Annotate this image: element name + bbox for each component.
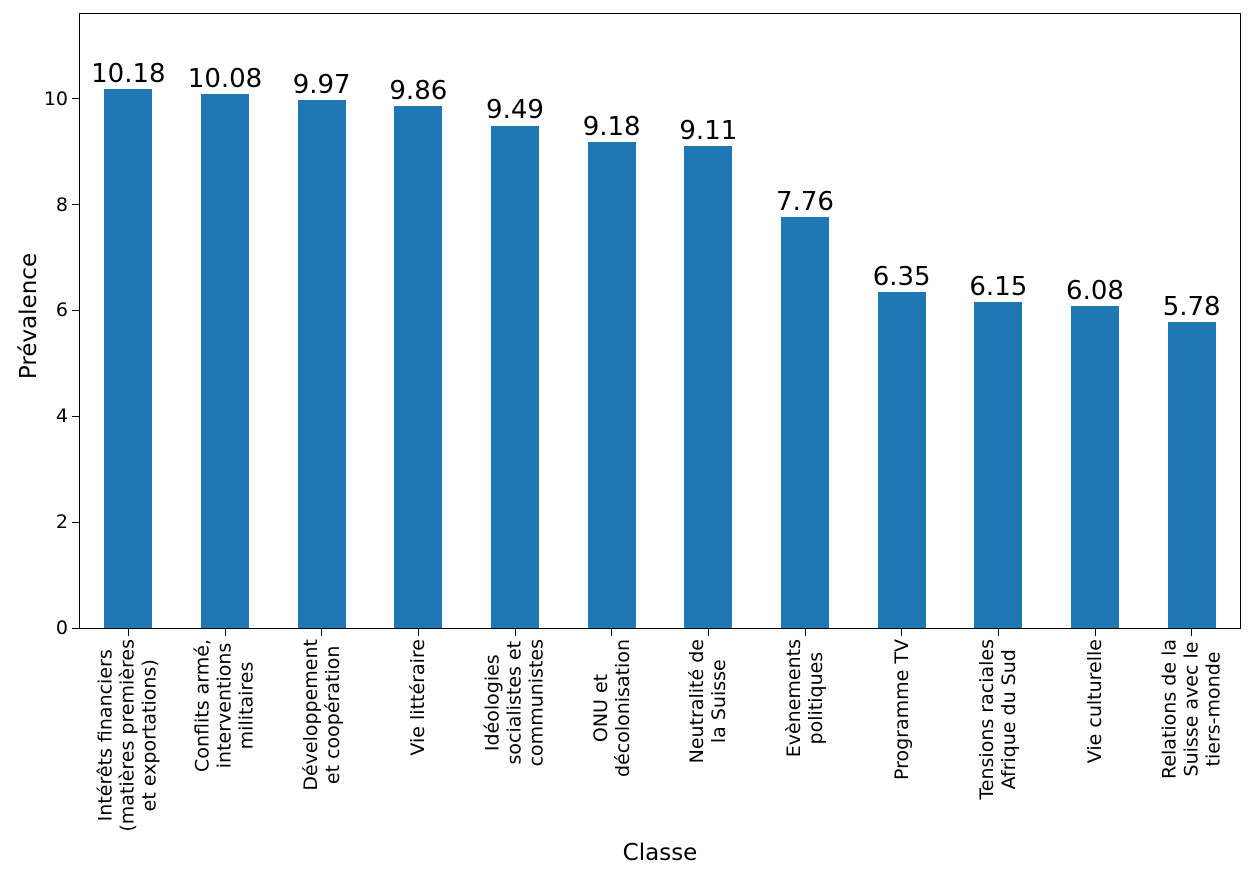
bar bbox=[877, 291, 926, 628]
x-category-label: Tensions raciales Afrique du Sud bbox=[976, 639, 1021, 800]
x-axis-tick bbox=[1094, 629, 1096, 636]
x-axis-tick bbox=[611, 629, 613, 636]
y-axis-tick bbox=[72, 521, 79, 523]
y-axis-label: Prévalence bbox=[16, 252, 42, 380]
x-category-label: Intérêts financiers (matières premières … bbox=[95, 639, 162, 832]
y-tick-label: 6 bbox=[55, 299, 68, 322]
y-tick-label: 8 bbox=[55, 193, 68, 216]
bar-value-label: 6.08 bbox=[1066, 275, 1124, 306]
bar bbox=[1070, 306, 1120, 628]
x-category-label: Développement et coopération bbox=[299, 639, 344, 791]
y-tick-label: 10 bbox=[43, 87, 68, 110]
plot-area: 0 2 4 6 8 10 10.18 Intérêts financiers (matière… bbox=[44, 13, 1241, 832]
bar-value-label: 9.11 bbox=[679, 115, 738, 146]
x-category-label: Relations de la Suisse avec le tiers-mon… bbox=[1158, 639, 1225, 780]
bar bbox=[297, 100, 346, 628]
bar-value-label: 7.76 bbox=[776, 186, 834, 217]
x-axis-tick bbox=[514, 629, 516, 636]
y-axis-tick bbox=[72, 309, 79, 311]
x-axis-tick bbox=[804, 629, 806, 636]
bar-value-label: 5.78 bbox=[1162, 291, 1221, 322]
x-axis-tick bbox=[127, 629, 129, 636]
y-tick-label: 0 bbox=[55, 617, 68, 639]
x-axis-tick bbox=[707, 629, 709, 636]
y-tick-label: 2 bbox=[55, 511, 68, 534]
x-axis-tick bbox=[901, 629, 903, 636]
bar-value-label: 9.18 bbox=[582, 111, 641, 142]
bar-value-label: 9.97 bbox=[292, 69, 351, 100]
bar-value-label: 9.49 bbox=[486, 95, 544, 126]
x-category-label: Conflits armé, interventions militaires bbox=[191, 639, 259, 772]
bar-value-label: 10.18 bbox=[91, 58, 166, 89]
bar bbox=[394, 106, 443, 628]
x-category-label: Programme TV bbox=[890, 639, 913, 781]
x-axis-tick bbox=[417, 629, 419, 636]
bar bbox=[587, 142, 636, 628]
bar bbox=[1167, 322, 1216, 628]
x-category-label: Evènements politiques bbox=[782, 639, 827, 758]
x-category-label: Vie culturelle bbox=[1083, 639, 1106, 764]
bar-value-label: 9.86 bbox=[389, 75, 448, 106]
x-category-label: ONU et décolonisation bbox=[589, 639, 634, 777]
y-axis-tick bbox=[72, 627, 79, 629]
bar bbox=[780, 217, 830, 628]
x-axis-tick bbox=[224, 629, 226, 636]
x-category-label: Vie littéraire bbox=[407, 639, 430, 756]
bar bbox=[104, 89, 153, 628]
bar bbox=[490, 125, 540, 628]
bar-value-label: 10.08 bbox=[187, 64, 263, 95]
bar bbox=[200, 94, 250, 628]
y-tick-label: 4 bbox=[55, 405, 68, 428]
x-axis-tick bbox=[321, 629, 323, 636]
bar bbox=[684, 145, 733, 628]
bar bbox=[974, 302, 1023, 628]
x-category-label: Idéologies socialistes et communistes bbox=[481, 639, 549, 767]
y-axis-tick bbox=[72, 204, 79, 206]
x-category-label: Neutralité de la Suisse bbox=[686, 639, 731, 764]
x-axis-label: Classe bbox=[622, 840, 698, 866]
y-axis-tick bbox=[72, 98, 79, 100]
bar-value-label: 6.35 bbox=[872, 261, 931, 292]
x-axis-tick bbox=[997, 629, 999, 636]
x-axis-tick bbox=[1191, 629, 1193, 636]
y-axis-tick bbox=[72, 415, 79, 417]
bar-value-label: 6.15 bbox=[969, 272, 1028, 303]
